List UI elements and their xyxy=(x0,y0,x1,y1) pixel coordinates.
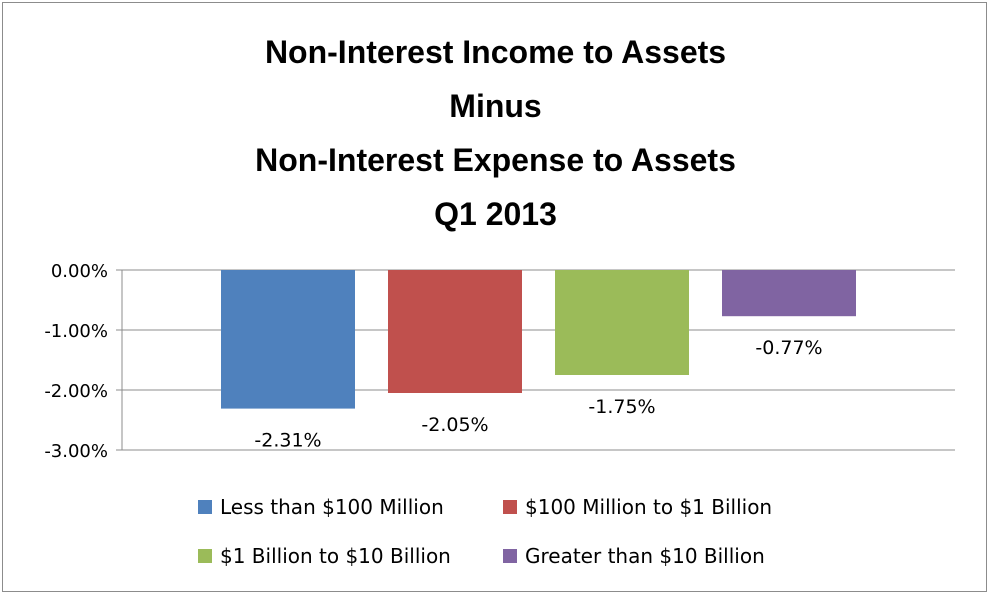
bar xyxy=(388,270,522,393)
legend-label: $100 Million to $1 Billion xyxy=(525,495,773,519)
y-tick-label: -3.00% xyxy=(44,441,108,462)
data-label: -2.05% xyxy=(421,414,488,436)
chart-title-line-3: Non-Interest Expense to Assets xyxy=(255,142,736,178)
legend-label: Less than $100 Million xyxy=(220,495,444,519)
data-labels: -2.31% -2.05% -1.75% -0.77% xyxy=(254,337,822,451)
bar xyxy=(722,270,856,317)
bar xyxy=(221,270,355,409)
bar xyxy=(555,270,689,375)
legend-item-greater-than-10b: Greater than $10 Billion xyxy=(503,542,765,570)
legend-item-1b-to-10b: $1 Billion to $10 Billion xyxy=(198,542,451,570)
legend-label: $1 Billion to $10 Billion xyxy=(220,544,451,568)
legend-label: Greater than $10 Billion xyxy=(525,544,765,568)
chart-title-line-2: Minus xyxy=(449,88,542,124)
y-tick-label: 0.00% xyxy=(51,261,108,282)
data-label: -0.77% xyxy=(755,337,822,359)
y-tick-label: -1.00% xyxy=(44,321,108,342)
legend-swatch xyxy=(503,549,517,563)
data-label: -1.75% xyxy=(588,396,655,418)
y-axis: 0.00% -1.00% -2.00% -3.00% xyxy=(44,261,123,462)
data-label: -2.31% xyxy=(254,430,321,452)
legend-swatch xyxy=(198,500,212,514)
chart-title-line-1: Non-Interest Income to Assets xyxy=(264,34,727,70)
legend-item-100m-to-1b: $100 Million to $1 Billion xyxy=(503,493,772,521)
legend-item-less-than-100m: Less than $100 Million xyxy=(198,493,444,521)
legend-swatch xyxy=(503,500,517,514)
bars xyxy=(221,270,856,409)
y-tick-label: -2.00% xyxy=(44,381,108,402)
legend-swatch xyxy=(198,549,212,563)
chart-title-line-4: Q1 2013 xyxy=(434,196,557,232)
